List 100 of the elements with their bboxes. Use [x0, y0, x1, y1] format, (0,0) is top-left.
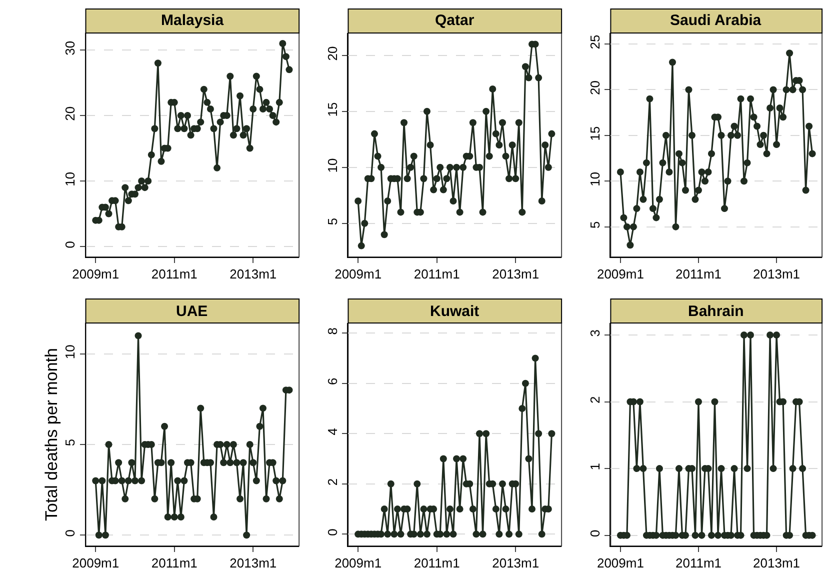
- point: [141, 184, 148, 192]
- point: [740, 332, 748, 339]
- point: [770, 86, 777, 94]
- point: [446, 506, 454, 513]
- point: [799, 465, 806, 472]
- point: [210, 513, 218, 520]
- x-tick-label: 2013m1: [753, 266, 800, 282]
- point: [446, 164, 454, 171]
- point: [226, 459, 234, 466]
- point: [728, 132, 735, 139]
- point: [256, 86, 264, 93]
- point: [138, 477, 146, 484]
- point: [164, 513, 172, 520]
- y-tick-label: 20: [588, 80, 602, 95]
- y-tick-label: 0: [62, 530, 78, 537]
- point: [506, 530, 513, 538]
- point: [750, 114, 758, 121]
- point: [92, 477, 100, 484]
- point: [266, 105, 274, 112]
- point: [170, 513, 178, 520]
- point: [538, 198, 546, 204]
- point: [397, 208, 404, 216]
- point: [240, 459, 247, 466]
- y-tick-label: 0: [588, 530, 602, 537]
- y-tick-label: 25: [588, 34, 602, 50]
- point: [252, 477, 260, 484]
- point: [384, 530, 392, 538]
- point: [430, 186, 438, 194]
- y-tick-label: 0: [325, 528, 340, 536]
- point: [711, 398, 718, 406]
- point: [243, 125, 250, 132]
- point: [756, 141, 764, 148]
- x-tick-label: 2013m1: [492, 556, 540, 571]
- point: [737, 95, 744, 102]
- point: [453, 455, 460, 462]
- point: [469, 506, 476, 513]
- point: [535, 74, 542, 82]
- point: [782, 86, 790, 94]
- point: [675, 465, 682, 472]
- point: [698, 532, 706, 539]
- point: [492, 130, 500, 138]
- point: [548, 130, 556, 138]
- point: [522, 380, 529, 387]
- point: [542, 142, 549, 148]
- y-tick-label: 5: [325, 218, 340, 226]
- point: [656, 465, 663, 472]
- point: [279, 40, 286, 47]
- point: [414, 480, 421, 488]
- point: [642, 159, 650, 166]
- point: [272, 118, 280, 126]
- chart-title: Malaysia: [161, 12, 224, 29]
- y-tick-label: 10: [62, 344, 78, 360]
- point: [482, 430, 490, 438]
- x-tick-label: 2011m1: [151, 266, 198, 282]
- point: [799, 86, 806, 94]
- point: [460, 455, 467, 462]
- point: [668, 58, 676, 66]
- point: [450, 198, 457, 204]
- point: [640, 196, 647, 203]
- point: [640, 465, 647, 472]
- point: [502, 506, 510, 513]
- chart-title: Kuwait: [430, 303, 480, 320]
- point: [476, 430, 483, 438]
- point: [276, 98, 283, 106]
- point: [102, 532, 109, 539]
- point: [286, 66, 293, 74]
- point: [158, 158, 165, 165]
- x-tick-label: 2011m1: [675, 556, 722, 571]
- point: [528, 506, 536, 513]
- point: [174, 477, 182, 484]
- point: [426, 142, 434, 148]
- point: [479, 208, 486, 216]
- point: [262, 495, 270, 502]
- point: [436, 164, 444, 171]
- point: [724, 178, 732, 185]
- x-tick-label: 2013m1: [492, 266, 540, 282]
- point: [134, 184, 142, 192]
- point: [496, 530, 503, 538]
- point: [105, 210, 112, 218]
- point: [416, 530, 424, 538]
- point: [154, 60, 162, 67]
- point: [184, 112, 191, 120]
- y-tick-label: 10: [62, 172, 78, 186]
- point: [489, 86, 496, 92]
- point: [656, 196, 663, 203]
- point: [780, 114, 787, 121]
- point: [180, 477, 188, 484]
- point: [789, 86, 796, 94]
- point: [384, 198, 392, 204]
- point: [544, 164, 552, 171]
- point: [498, 119, 506, 126]
- point: [482, 108, 490, 115]
- point: [423, 108, 430, 115]
- point: [236, 495, 244, 502]
- point: [197, 118, 204, 126]
- x-tick-label: 2009m1: [596, 266, 644, 282]
- point: [394, 506, 401, 513]
- point: [688, 132, 696, 139]
- point: [259, 105, 266, 112]
- point: [692, 532, 699, 539]
